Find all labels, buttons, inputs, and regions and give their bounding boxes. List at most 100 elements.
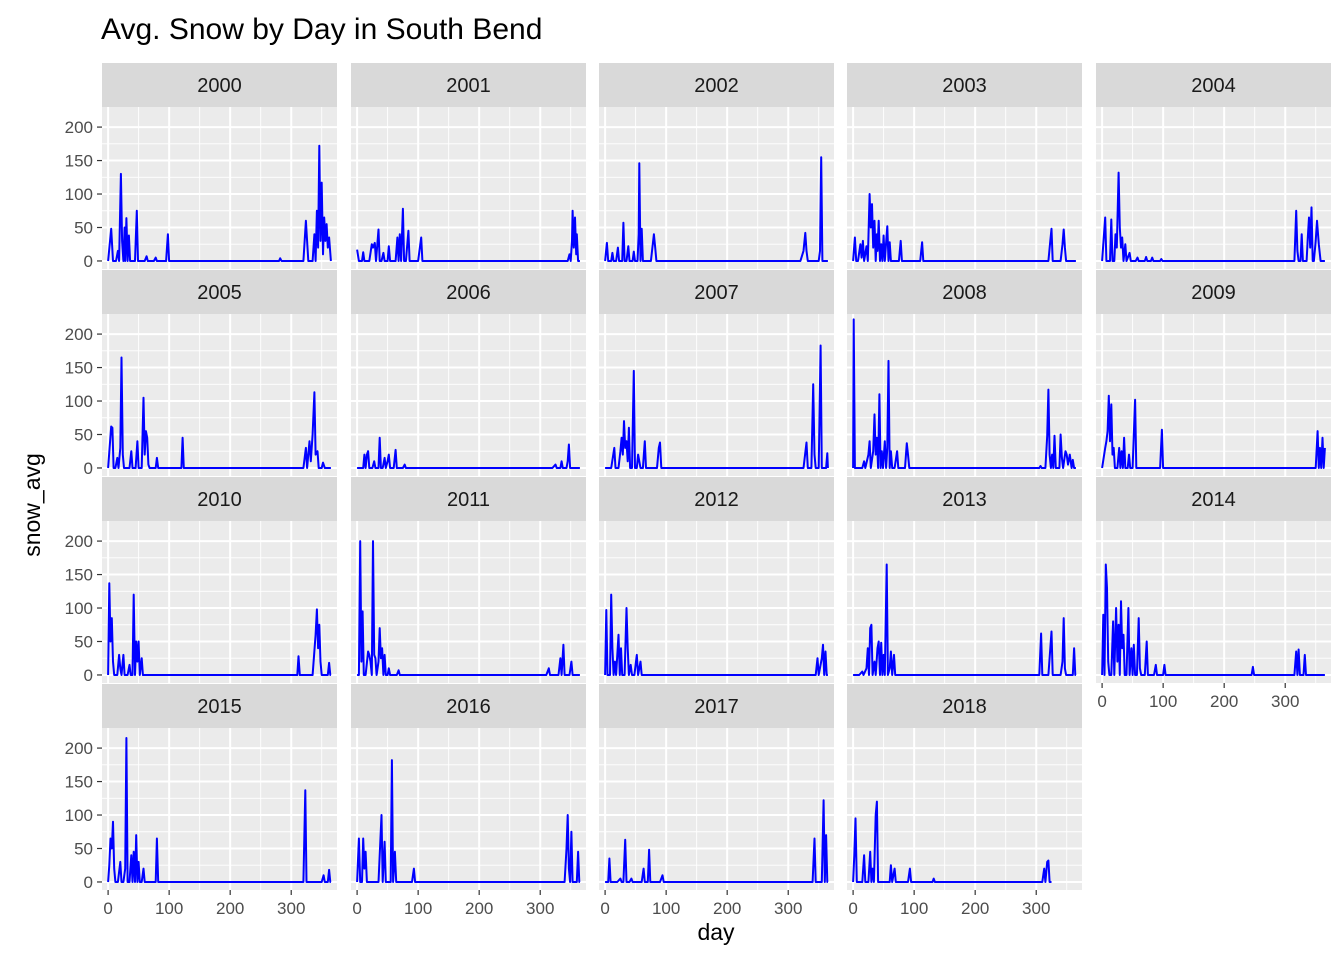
chart-title: Avg. Snow by Day in South Bend [101, 13, 542, 46]
series-line [107, 737, 332, 883]
facet-panel: 2003 [847, 63, 1082, 269]
series-line [356, 207, 580, 262]
facet-strip-label: 2007 [694, 282, 739, 304]
panel-background [599, 107, 834, 269]
series-line [1101, 394, 1326, 469]
facet-strip [847, 270, 1082, 314]
y-tick-label: 50 [74, 218, 93, 237]
facet-strip [847, 684, 1082, 728]
x-tick-label: 0 [352, 899, 361, 918]
y-tick-label: 200 [65, 118, 93, 137]
facet-strip-label: 2006 [446, 282, 491, 304]
y-tick-label: 0 [84, 459, 93, 478]
facet-panel: 2004 [1096, 63, 1331, 269]
y-tick-label: 200 [65, 532, 93, 551]
facet-panel: 2007 [599, 270, 834, 476]
facet-strip-label: 2001 [446, 75, 491, 97]
facet-strip-label: 2008 [942, 282, 987, 304]
series-line [357, 540, 580, 676]
facet-strip-label: 2000 [197, 75, 242, 97]
facet-strip [102, 684, 337, 728]
series-line [1101, 563, 1325, 676]
facet-strip-label: 2002 [694, 75, 739, 97]
facet-strip [351, 477, 586, 521]
facet-panel: 2006 [351, 270, 586, 476]
x-tick-label: 0 [103, 899, 112, 918]
facet-panel: 2009 [1096, 270, 1331, 476]
facet-strip-label: 2016 [446, 696, 491, 718]
y-axis-title: snow_avg [19, 453, 45, 557]
panel-background [1096, 107, 1331, 269]
series-line [852, 193, 1076, 262]
x-tick-label: 300 [774, 899, 802, 918]
series-line [853, 563, 1077, 676]
y-tick-label: 200 [65, 739, 93, 758]
facet-strip [847, 63, 1082, 107]
facet-panel: 2012 [599, 477, 834, 683]
series-line [852, 800, 1052, 883]
panel-background [102, 314, 337, 476]
facet-panel: 2005 0 50 100 150 200 [65, 270, 337, 478]
facet-strip [847, 477, 1082, 521]
facet-strip [351, 270, 586, 314]
x-tick-label: 0 [848, 899, 857, 918]
x-tick-label: 0 [600, 899, 609, 918]
y-tick-label: 100 [65, 599, 93, 618]
x-tick-label: 200 [1210, 692, 1238, 711]
series-line [605, 344, 829, 469]
facet-strip-label: 2014 [1191, 489, 1236, 511]
series-line [107, 356, 331, 469]
panel-background [351, 107, 586, 269]
y-tick-label: 100 [65, 806, 93, 825]
x-tick-label: 300 [277, 899, 305, 918]
facet-strip-label: 2009 [1191, 282, 1236, 304]
y-tick-label: 150 [65, 152, 93, 171]
facet-panel: 2018 0 100 200 300 [847, 684, 1082, 918]
facet-panel: 2015 0 50 100 150 200 0 100 200 300 [65, 684, 337, 918]
facet-panel: 2013 [847, 477, 1082, 683]
series-line [605, 799, 829, 883]
facet-strip-label: 2004 [1191, 75, 1236, 97]
series-line [107, 144, 332, 262]
facet-panel: 2001 [351, 63, 586, 269]
facet-strip [1096, 270, 1331, 314]
facet-strip [102, 63, 337, 107]
panel-background [351, 521, 586, 683]
series-line [1101, 171, 1325, 262]
panel-background [102, 107, 337, 269]
facet-panel: 2017 0 100 200 300 [599, 684, 834, 918]
facet-panel: 2016 0 100 200 300 [351, 684, 586, 918]
y-tick-label: 50 [74, 839, 93, 858]
x-tick-label: 300 [1271, 692, 1299, 711]
facet-strip-label: 2012 [694, 489, 739, 511]
series-line [356, 759, 581, 883]
x-tick-label: 300 [1022, 899, 1050, 918]
x-tick-label: 300 [526, 899, 554, 918]
facet-strip [102, 477, 337, 521]
x-tick-label: 100 [900, 899, 928, 918]
facet-strip [102, 270, 337, 314]
y-tick-label: 100 [65, 392, 93, 411]
x-tick-label: 0 [1097, 692, 1106, 711]
facet-panel: 2014 0 100 200 300 [1096, 477, 1331, 711]
facet-panel: 2002 [599, 63, 834, 269]
facet-strip-label: 2003 [942, 75, 987, 97]
x-tick-label: 100 [652, 899, 680, 918]
series-line [604, 593, 828, 676]
facet-strip [351, 684, 586, 728]
y-tick-label: 0 [84, 666, 93, 685]
y-tick-label: 150 [65, 773, 93, 792]
panel-background [102, 728, 337, 890]
facet-panel: 2000 0 50 100 150 200 [65, 63, 337, 271]
x-tick-label: 100 [404, 899, 432, 918]
facet-strip-label: 2018 [942, 696, 987, 718]
y-tick-label: 50 [74, 425, 93, 444]
panel-background [599, 314, 834, 476]
facet-strip-label: 2005 [197, 282, 242, 304]
facet-strip-label: 2017 [694, 696, 739, 718]
series-line [107, 582, 332, 676]
series-line [357, 436, 580, 469]
y-tick-label: 200 [65, 325, 93, 344]
facet-panel: 2008 [847, 270, 1082, 476]
